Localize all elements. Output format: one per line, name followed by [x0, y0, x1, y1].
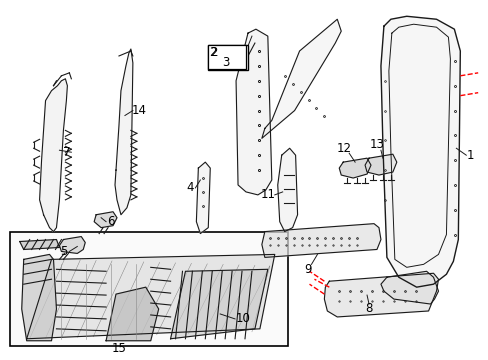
Polygon shape: [365, 154, 396, 175]
Text: 12: 12: [336, 142, 351, 155]
Polygon shape: [106, 287, 158, 341]
Text: 3: 3: [222, 57, 229, 69]
Polygon shape: [20, 239, 60, 249]
Text: 13: 13: [369, 138, 384, 151]
Polygon shape: [380, 16, 459, 287]
Text: 2: 2: [209, 46, 217, 59]
Polygon shape: [27, 255, 274, 339]
Polygon shape: [170, 269, 267, 339]
Polygon shape: [277, 148, 297, 231]
Polygon shape: [339, 158, 370, 178]
Polygon shape: [380, 271, 438, 304]
Text: 1: 1: [466, 149, 473, 162]
Text: 4: 4: [186, 181, 194, 194]
Text: 6: 6: [107, 215, 115, 228]
Polygon shape: [236, 29, 271, 195]
Polygon shape: [21, 255, 56, 341]
Text: 10: 10: [235, 312, 250, 325]
Text: 15: 15: [111, 342, 126, 355]
Polygon shape: [262, 224, 380, 257]
Text: 14: 14: [131, 104, 146, 117]
Text: 11: 11: [260, 188, 275, 201]
Text: 8: 8: [365, 302, 372, 315]
Bar: [208, 45, 247, 70]
Polygon shape: [324, 273, 438, 317]
Polygon shape: [115, 49, 133, 215]
Polygon shape: [94, 212, 117, 228]
Polygon shape: [262, 19, 341, 138]
Text: 5: 5: [60, 245, 67, 258]
Bar: [208, 45, 245, 69]
Polygon shape: [196, 162, 210, 234]
Text: 7: 7: [62, 146, 70, 159]
Polygon shape: [60, 237, 85, 253]
Text: 2: 2: [210, 46, 218, 59]
Bar: [10, 231, 287, 346]
Text: 9: 9: [303, 263, 311, 276]
Polygon shape: [40, 79, 67, 231]
